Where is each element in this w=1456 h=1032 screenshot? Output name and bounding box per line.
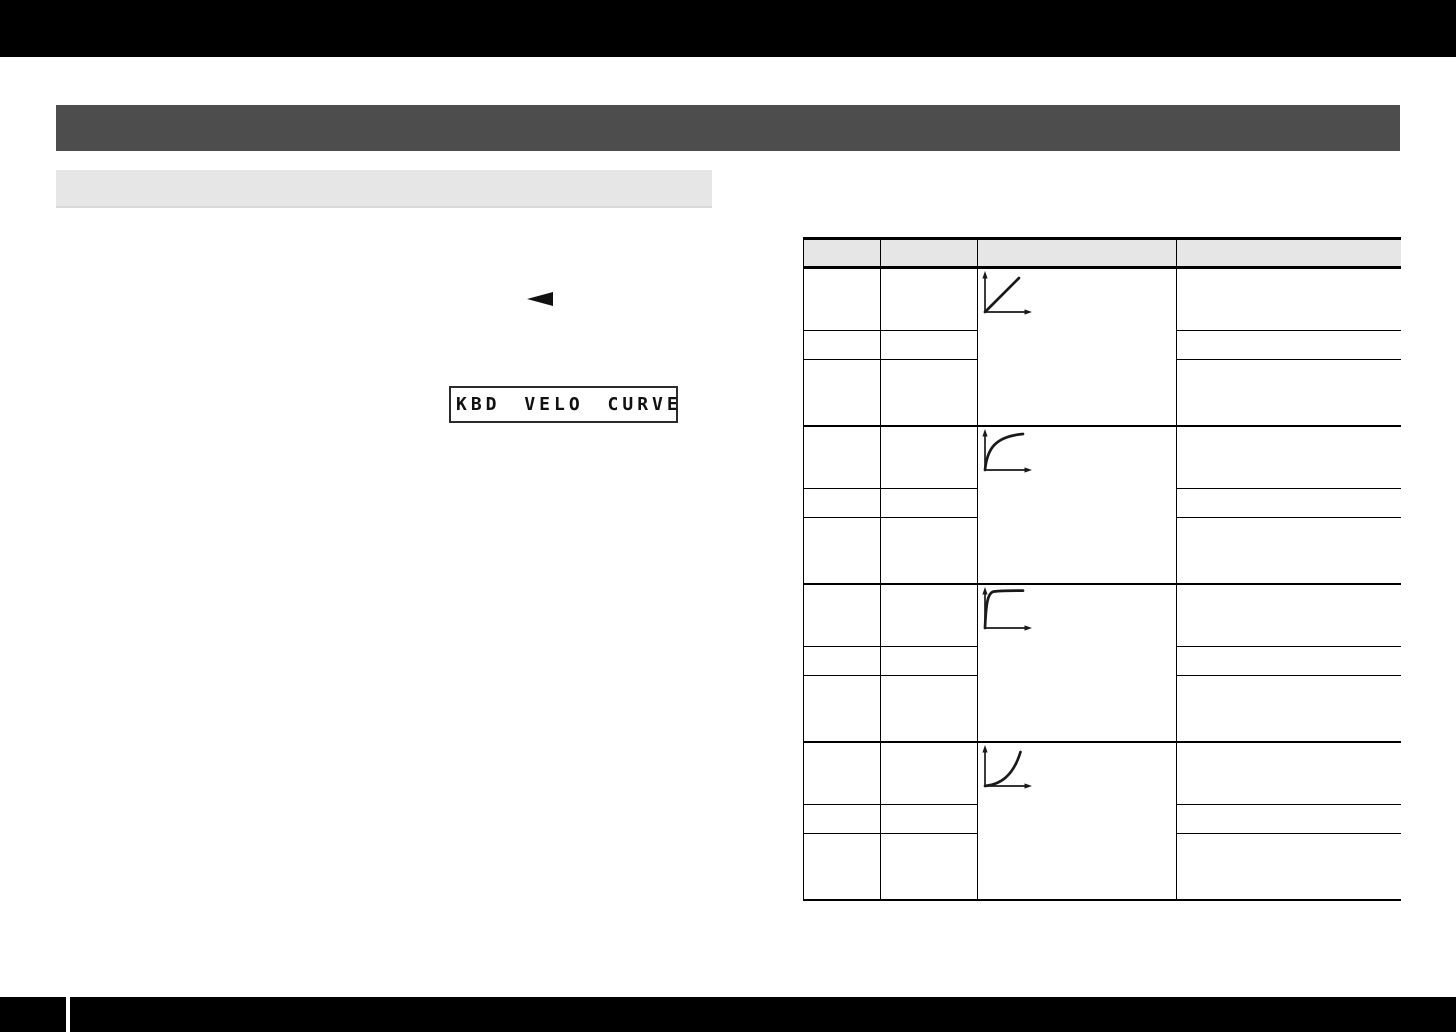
table-row [803, 584, 1401, 743]
curve-icon-linear [982, 271, 1032, 315]
velocity-curve-table-grid [803, 237, 1401, 901]
table-cell [803, 359, 881, 427]
table-row [803, 517, 1401, 585]
top-banner [0, 0, 1456, 57]
table-cell [880, 426, 978, 489]
footer-page-block [0, 997, 66, 1032]
table-cell [803, 426, 881, 489]
lcd-display-text: KBD VELO CURVE [456, 394, 682, 415]
table-cell [1176, 742, 1401, 805]
table-cell [803, 833, 881, 901]
velocity-curve-table [803, 237, 1401, 901]
table-cell [1176, 488, 1401, 518]
table-cell [1176, 267, 1401, 331]
table-cell [880, 488, 978, 518]
table-row [803, 359, 1401, 427]
table-cell [803, 488, 881, 518]
table-cell [1176, 675, 1401, 743]
table-cell [803, 646, 881, 676]
table-cell [1176, 359, 1401, 427]
table-cell [880, 833, 978, 901]
table-header-cell-1 [803, 237, 881, 269]
table-row [803, 675, 1401, 743]
table-row [803, 646, 1401, 676]
table-cell [1176, 330, 1401, 360]
table-header-cell-4 [1176, 237, 1401, 269]
table-cell [880, 584, 978, 647]
table-row [803, 833, 1401, 901]
table-cell [880, 330, 978, 360]
table-cell [1176, 646, 1401, 676]
table-header-cell-3 [977, 237, 1177, 269]
footer-bar [70, 997, 1456, 1032]
table-cell [1176, 833, 1401, 901]
graph-cell [977, 426, 1177, 585]
table-row [803, 804, 1401, 834]
section-header-bar [56, 105, 1400, 151]
table-row [803, 330, 1401, 360]
left-triangle-icon [527, 292, 553, 306]
table-cell [1176, 426, 1401, 489]
graph-cell [977, 267, 1177, 427]
table-cell [803, 517, 881, 585]
table-cell [880, 675, 978, 743]
table-cell [803, 675, 881, 743]
table-row [803, 426, 1401, 585]
subsection-header-bar [56, 170, 712, 208]
table-cell [880, 742, 978, 805]
table-cell [1176, 517, 1401, 585]
graph-cell [977, 584, 1177, 743]
curve-icon-convex [982, 429, 1032, 473]
table-cell [880, 267, 978, 331]
table-cell [803, 804, 881, 834]
table-row [803, 742, 1401, 901]
curve-icon-hard-knee [982, 587, 1032, 631]
table-cell [880, 517, 978, 585]
table-cell [803, 330, 881, 360]
table-cell [1176, 584, 1401, 647]
curve-icon-concave [982, 745, 1032, 789]
table-cell [880, 646, 978, 676]
table-row [803, 267, 1401, 427]
table-cell [880, 359, 978, 427]
lcd-display: KBD VELO CURVE [449, 386, 678, 423]
table-header-cell-2 [880, 237, 978, 269]
table-cell [803, 267, 881, 331]
table-row [803, 488, 1401, 518]
table-cell [880, 804, 978, 834]
table-cell [1176, 804, 1401, 834]
table-cell [803, 742, 881, 805]
table-cell [803, 584, 881, 647]
graph-cell [977, 742, 1177, 901]
table-header-row [803, 237, 1401, 269]
